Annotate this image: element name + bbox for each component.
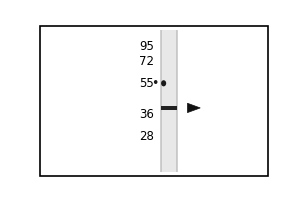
Bar [161,106,177,110]
Bar [176,30,177,172]
Bar [160,30,178,172]
Ellipse shape [161,80,166,86]
Bar [160,30,161,172]
Text: 95: 95 [139,40,154,53]
Text: 36: 36 [139,108,154,121]
Text: 28: 28 [139,130,154,143]
Bar [177,30,178,172]
Text: •: • [152,77,159,90]
Text: 55: 55 [139,77,154,90]
Polygon shape [188,103,200,113]
Bar [161,30,162,172]
Text: 72: 72 [139,55,154,68]
